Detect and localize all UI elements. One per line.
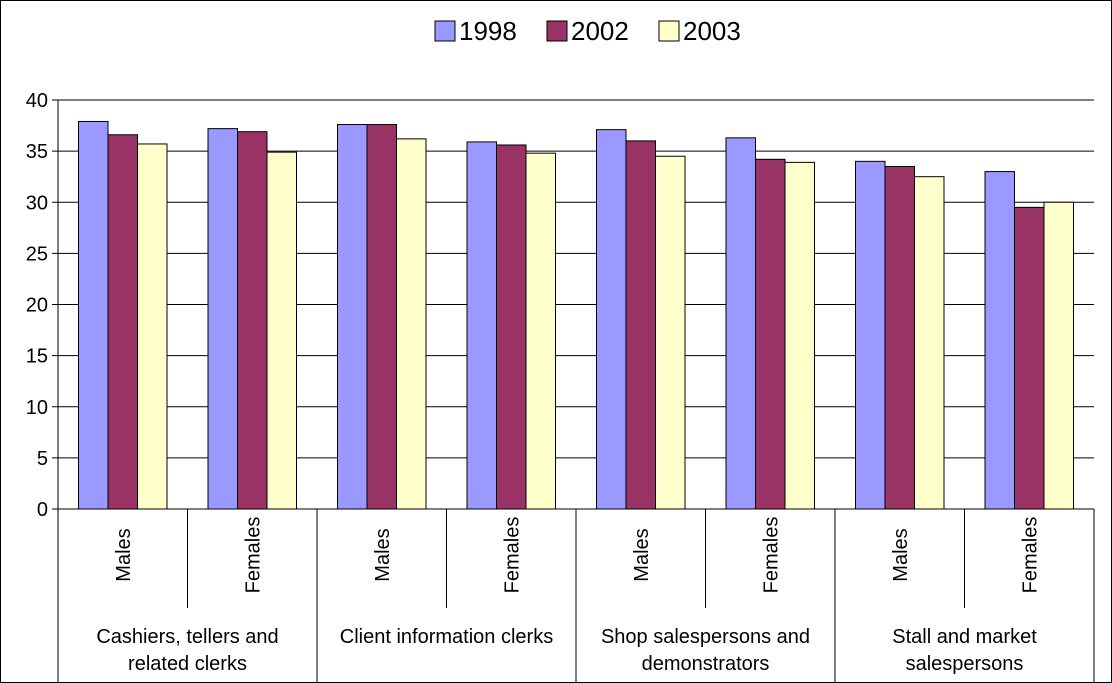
y-tick-label: 10 xyxy=(26,397,48,419)
bar-2003 xyxy=(1043,201,1074,510)
y-tick-label: 5 xyxy=(37,448,48,470)
legend-swatch-1998 xyxy=(434,20,456,42)
bar-2003 xyxy=(525,152,556,510)
bar-2003 xyxy=(396,138,427,510)
bar-1998 xyxy=(466,141,497,510)
bar-1998 xyxy=(596,129,627,510)
legend-label-2002: 2002 xyxy=(571,16,629,46)
category-label: Males xyxy=(890,528,912,581)
bar-2002 xyxy=(884,165,915,510)
y-tick-label: 30 xyxy=(26,192,48,214)
bar-2002 xyxy=(107,134,138,510)
bar-1998 xyxy=(207,128,238,510)
category-label: Females xyxy=(501,517,523,594)
category-label: Females xyxy=(242,517,264,594)
legend-label-2003: 2003 xyxy=(683,16,741,46)
group-label: Client information clerks xyxy=(340,626,553,648)
bar-2003 xyxy=(655,155,686,510)
group-label: Shop salespersons and demonstrators xyxy=(601,626,810,675)
category-label: Males xyxy=(372,528,394,581)
bar-2003 xyxy=(266,151,297,510)
bar-1998 xyxy=(984,171,1015,510)
legend-swatch-2003 xyxy=(658,20,680,42)
category-label: Females xyxy=(1019,517,1041,594)
bar-2002 xyxy=(625,140,656,510)
bar-2002 xyxy=(366,124,397,510)
category-label: Males xyxy=(113,528,135,581)
legend-label-1998: 1998 xyxy=(459,16,517,46)
bar-2002 xyxy=(237,131,268,510)
y-tick-label: 25 xyxy=(26,243,48,265)
category-label: Males xyxy=(631,528,653,581)
y-tick-label: 35 xyxy=(26,141,48,163)
bar-2002 xyxy=(755,158,786,510)
y-tick-label: 20 xyxy=(26,295,48,317)
bar-2003 xyxy=(137,143,168,510)
bar-2002 xyxy=(496,144,527,510)
category-label: Females xyxy=(760,517,782,594)
bar-2003 xyxy=(784,161,815,510)
y-tick-label: 0 xyxy=(37,499,48,521)
group-label: Cashiers, tellers and related clerks xyxy=(96,626,278,675)
y-tick-label: 15 xyxy=(26,346,48,368)
bar-1998 xyxy=(78,120,109,510)
group-label: Stall and market salespersons xyxy=(892,626,1037,675)
bar-2002 xyxy=(1014,206,1045,510)
bar-1998 xyxy=(855,160,886,510)
bar-1998 xyxy=(337,124,368,510)
bar-1998 xyxy=(725,137,756,510)
legend-swatch-2002 xyxy=(546,20,568,42)
bar-2003 xyxy=(914,176,945,510)
y-tick-label: 40 xyxy=(26,90,48,112)
